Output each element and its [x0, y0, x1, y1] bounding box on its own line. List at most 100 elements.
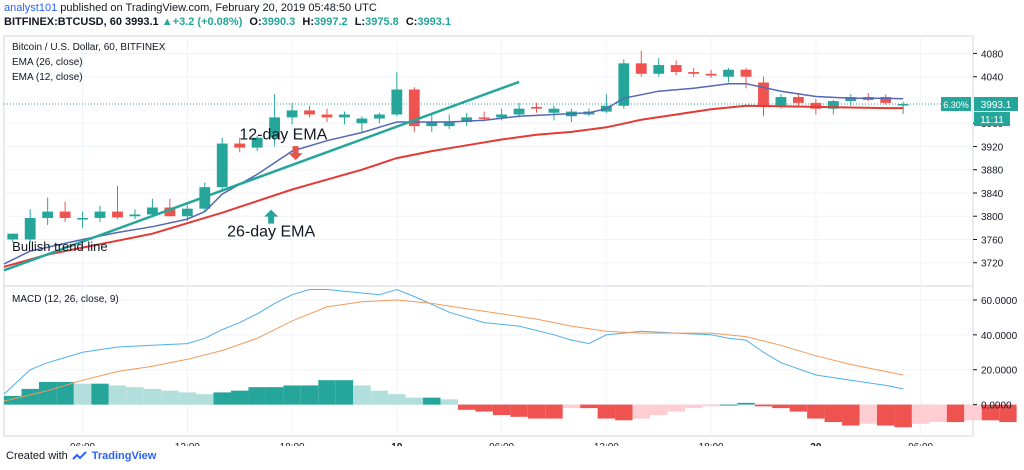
macd-histogram-bar [143, 388, 162, 405]
macd-histogram-bar [38, 381, 57, 405]
candle [234, 137, 246, 153]
trend-line [3, 80, 520, 272]
candle [216, 137, 228, 191]
candle [321, 108, 333, 123]
candle-body [94, 211, 106, 218]
candle-body [531, 106, 542, 109]
candle [24, 209, 36, 243]
candle-body [618, 63, 630, 106]
macd-histogram-bar [230, 390, 249, 405]
macd-histogram-bar [911, 404, 930, 424]
candle [391, 72, 403, 117]
candle-body [758, 82, 769, 106]
arrow-up-icon [264, 209, 279, 224]
macd-histogram-bar [859, 404, 877, 424]
symbol-label: BITFINEX:BTCUSD, 60 [4, 16, 122, 28]
macd-histogram-bar [702, 404, 720, 407]
candle [304, 105, 315, 118]
macd-histogram-bar [492, 404, 511, 416]
price-badge-label: 3993.1 [981, 100, 1012, 111]
low-label: L: [354, 16, 366, 28]
plot-frame [3, 35, 974, 437]
author-link[interactable]: analyst101 [4, 2, 58, 14]
candle-body [897, 104, 909, 106]
candle-body [286, 110, 298, 118]
y-tick-label: 4080 [981, 49, 1004, 60]
candle [845, 94, 857, 106]
candle-body [146, 207, 158, 215]
macd-histogram-bar [842, 404, 860, 426]
x-tick-label: 12:00 [594, 442, 619, 446]
macd-title: MACD (12, 26, close, 9) [12, 294, 119, 305]
candle [77, 211, 88, 228]
created-with-text: Created with [6, 450, 68, 462]
tradingview-logo-icon [72, 451, 87, 460]
macd-histogram-bar [405, 397, 424, 405]
legend-ema12: EMA (12, close) [12, 72, 83, 83]
macd-histogram-bar [510, 404, 528, 417]
macd-histogram-bar [213, 392, 231, 405]
candle-body [251, 137, 263, 148]
candle [129, 209, 141, 220]
macd-histogram-bar [126, 387, 144, 405]
candle-body [513, 108, 525, 115]
candle-body [234, 143, 246, 148]
candle-body [810, 102, 822, 109]
candle-body [112, 211, 123, 218]
macd-histogram-bar [283, 385, 301, 405]
macd-histogram-bar [597, 404, 616, 419]
candle-body [723, 69, 734, 77]
macd-histogram-bar [876, 404, 895, 426]
symbol-info: BITFINEX:BTCUSD, 60 3993.1 ▲+3.2 (+0.08%… [4, 16, 451, 28]
macd-histogram-bar [457, 404, 476, 410]
close-value: 3993.1 [417, 16, 452, 28]
candle [112, 186, 123, 220]
candle-body [653, 65, 665, 74]
candle [94, 205, 106, 223]
candle-body [827, 101, 839, 109]
chart-title: Bitcoin / U.S. Dollar, 60, BITFINEX [12, 42, 166, 53]
candle-body [408, 89, 420, 127]
y-tick-label: 3840 [981, 189, 1004, 200]
ema12-line [3, 82, 904, 265]
y-tick-label: 4040 [981, 73, 1004, 84]
candle-body [792, 97, 804, 103]
candle-body [269, 117, 281, 138]
tradingview-brand[interactable]: TradingView [91, 450, 157, 462]
macd-histogram-bar [615, 404, 633, 421]
macd-tick-label: 40.0000 [981, 331, 1018, 342]
low-value: 3975.8 [365, 16, 399, 28]
macd-histogram-bar [56, 381, 74, 405]
x-tick-label: 20 [810, 442, 822, 446]
candle [356, 116, 368, 132]
x-tick-label: 19 [391, 442, 403, 446]
macd-histogram-bar [981, 404, 1000, 421]
macd-histogram-bar [562, 404, 581, 409]
price-badge [974, 97, 1018, 112]
candle-body [77, 217, 88, 220]
candle [740, 67, 752, 89]
chart-area[interactable]: 12-day EMA 26-day EMA Bullish trend line 0… [0, 32, 1024, 446]
macd-histogram-bar [650, 404, 668, 416]
ema26-line [3, 104, 904, 268]
candle [688, 67, 700, 77]
candle-body [216, 143, 228, 188]
x-tick-label: 06:00 [70, 442, 95, 446]
candle [426, 114, 438, 132]
published-text: published on TradingView.com, February 2… [60, 2, 377, 14]
candle [146, 198, 158, 218]
candle [59, 201, 71, 223]
publish-info: analyst101 published on TradingView.com,… [4, 2, 377, 14]
x-tick-label: 18:00 [699, 442, 724, 446]
macd-histogram-bar [754, 404, 773, 407]
candle-body [548, 108, 560, 113]
candle [408, 87, 420, 132]
macd-histogram-bar [440, 399, 458, 405]
macd-histogram-bar [161, 390, 179, 405]
macd-histogram-bar [894, 404, 912, 428]
macd-histogram-bar [248, 387, 266, 405]
y-tick-label: 3760 [981, 235, 1004, 246]
candle-body [339, 114, 350, 118]
y-tick-label: 3920 [981, 142, 1004, 153]
candle-body [478, 117, 490, 119]
